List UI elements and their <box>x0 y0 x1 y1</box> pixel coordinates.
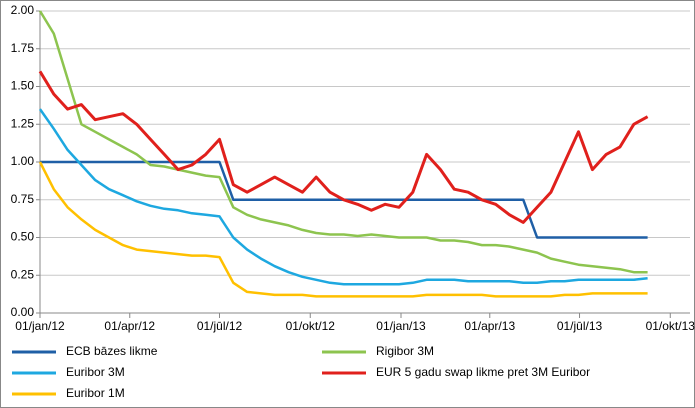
series-line <box>38 161 648 298</box>
y-tick-label: 1.75 <box>11 41 35 55</box>
legend-label: ECB bāzes likme <box>66 344 158 358</box>
y-tick-label: 0.50 <box>11 230 35 244</box>
legend-label: Euribor 3M <box>66 365 125 379</box>
y-tick-label: 0.00 <box>11 305 35 319</box>
legend-label: Euribor 1M <box>66 386 125 400</box>
x-tick-label: 01/jūl/13 <box>557 319 603 333</box>
y-tick-label: 1.00 <box>11 154 35 168</box>
x-tick-label: 01/jan/12 <box>15 319 65 333</box>
y-tick-label: 0.75 <box>11 192 35 206</box>
series-line <box>38 70 649 224</box>
x-tick-label: 01/apr/12 <box>104 319 155 333</box>
x-tick-label: 01/okt/12 <box>286 319 336 333</box>
x-tick-label: 01/okt/13 <box>646 319 695 333</box>
y-tick-label: 1.50 <box>11 79 35 93</box>
x-tick-label: 01/jan/13 <box>376 319 426 333</box>
series-line <box>38 108 648 286</box>
x-tick-label: 01/apr/13 <box>464 319 515 333</box>
y-tick-label: 2.00 <box>11 3 35 17</box>
legend-label: EUR 5 gadu swap likme pret 3M Euribor <box>376 365 590 379</box>
series-line <box>38 10 648 274</box>
legend-label: Rigibor 3M <box>376 344 434 358</box>
x-tick-label: 01/jūl/12 <box>197 319 243 333</box>
y-tick-label: 1.25 <box>11 116 35 130</box>
y-tick-label: 0.25 <box>11 267 35 281</box>
